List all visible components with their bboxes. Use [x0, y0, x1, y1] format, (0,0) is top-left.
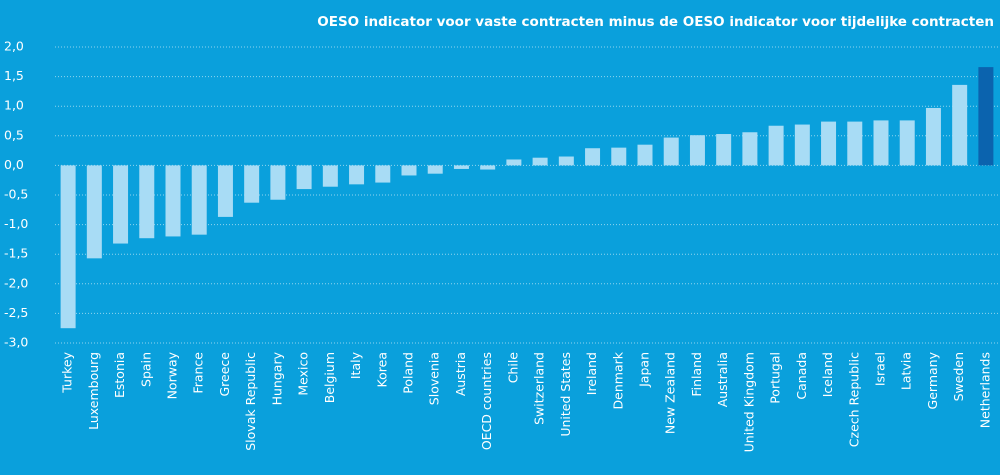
x-tick-label: Australia — [715, 352, 730, 407]
bar — [611, 147, 627, 166]
x-tick-label: Belgium — [322, 352, 337, 403]
bar — [532, 157, 548, 166]
x-tick-label: Austria — [453, 352, 468, 396]
bar — [637, 144, 653, 166]
bar — [847, 121, 863, 166]
bar — [217, 165, 233, 217]
y-tick-label: -0,5 — [4, 187, 28, 202]
x-tick-label: Turkey — [60, 351, 75, 393]
x-tick-label: United Kingdom — [741, 352, 756, 452]
y-tick-label: -2,5 — [4, 305, 28, 320]
x-tick-label: Italy — [348, 351, 363, 379]
bar — [113, 165, 129, 244]
y-tick-label: -3,0 — [4, 335, 28, 350]
y-tick-label: 0,5 — [4, 127, 24, 142]
bar — [349, 165, 365, 185]
bar — [453, 165, 469, 169]
y-tick-label: 0,0 — [4, 157, 24, 172]
x-tick-label: New Zealand — [663, 352, 678, 434]
bar — [427, 165, 443, 174]
y-tick-label: 1,5 — [4, 68, 24, 83]
x-tick-label: Portugal — [768, 352, 783, 404]
x-tick-label: Canada — [794, 352, 809, 400]
bar — [663, 137, 679, 166]
x-tick-label: Spain — [138, 352, 153, 387]
y-tick-label: 1,0 — [4, 98, 24, 113]
x-tick-label: Mexico — [296, 352, 311, 396]
bar — [742, 132, 758, 166]
x-tick-label: Netherlands — [977, 352, 992, 428]
x-tick-label: Switzerland — [532, 352, 547, 425]
x-tick-label: Korea — [374, 352, 389, 387]
x-tick-label: Japan — [637, 352, 652, 388]
bar — [191, 165, 207, 235]
bar — [585, 148, 601, 166]
bar — [873, 120, 889, 166]
x-tick-label: Ireland — [584, 352, 599, 395]
bar — [270, 165, 286, 200]
bar — [139, 165, 155, 239]
bar — [978, 67, 994, 166]
y-tick-label: 2,0 — [4, 39, 24, 54]
x-tick-label: Hungary — [269, 351, 284, 405]
x-tick-label: Israel — [873, 352, 888, 386]
bar — [322, 165, 338, 187]
bar — [952, 84, 968, 166]
x-tick-label: Luxembourg — [86, 352, 101, 430]
x-tick-label: Chile — [505, 352, 520, 384]
bar — [60, 165, 76, 329]
x-tick-label: United States — [558, 352, 573, 437]
bar — [768, 125, 784, 166]
bar — [821, 121, 837, 166]
x-tick-label: Germany — [925, 351, 940, 409]
x-tick-label: Finland — [689, 352, 704, 397]
y-tick-label: -2,0 — [4, 275, 28, 290]
x-tick-label: Sweden — [951, 352, 966, 401]
x-tick-label: Iceland — [820, 352, 835, 397]
bar — [925, 107, 941, 166]
x-tick-label: Poland — [401, 352, 416, 394]
bar — [794, 124, 810, 166]
bar — [165, 165, 181, 237]
bar — [558, 156, 574, 166]
chart-title: OESO indicator voor vaste contracten min… — [317, 14, 994, 30]
bar — [401, 165, 417, 176]
bar — [899, 120, 915, 166]
x-tick-label: Denmark — [610, 351, 625, 409]
bar — [375, 165, 391, 183]
bar — [86, 165, 102, 259]
bar — [689, 135, 705, 166]
y-tick-label: -1,0 — [4, 216, 28, 231]
bar — [716, 134, 732, 166]
bar — [244, 165, 260, 203]
bar — [480, 165, 496, 170]
x-tick-label: Slovenia — [427, 352, 442, 405]
x-tick-label: Estonia — [112, 352, 127, 398]
x-tick-label: Slovak Republic — [243, 352, 258, 451]
bar — [506, 159, 522, 166]
x-tick-label: Latvia — [899, 352, 914, 390]
x-tick-label: Norway — [165, 351, 180, 399]
bar — [296, 165, 312, 190]
y-tick-label: -1,5 — [4, 246, 28, 261]
x-tick-label: France — [191, 352, 206, 394]
x-tick-label: Greece — [217, 352, 232, 397]
x-tick-label: OECD countries — [479, 352, 494, 450]
x-tick-label: Czech Republic — [846, 352, 861, 447]
